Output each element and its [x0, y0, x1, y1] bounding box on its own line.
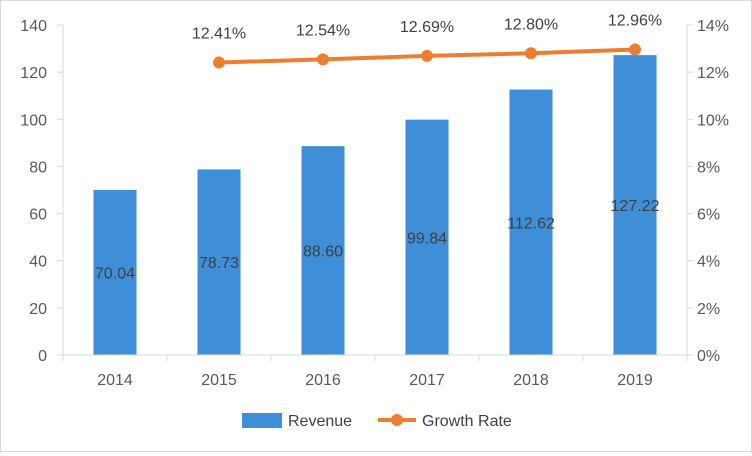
revenue-bar [93, 189, 137, 355]
legend-label-growth-rate: Growth Rate [422, 413, 512, 430]
x-tick-label: 2014 [97, 372, 133, 389]
y-left-tick-label: 60 [29, 207, 47, 224]
revenue-bar [197, 169, 241, 355]
growth-rate-data-label: 12.41% [192, 25, 246, 42]
revenue-bar [301, 146, 345, 355]
y-right-tick-label: 0% [697, 348, 720, 365]
revenue-labels: 70.04 78.73 88.60 99.84 112.62 127.22 [95, 198, 660, 282]
y-right-tick-label: 6% [697, 207, 720, 224]
growth-rate-data-label: 12.96% [608, 13, 662, 30]
x-tick-label: 2015 [201, 372, 237, 389]
y-right-axis: 0% 2% 4% 6% 8% 10% 12% 14% [687, 18, 729, 365]
x-tick-label: 2017 [409, 372, 445, 389]
y-right-tick-label: 12% [697, 65, 729, 82]
y-left-tick-label: 20 [29, 301, 47, 318]
growth-rate-marker [629, 43, 641, 56]
y-left-tick-label: 120 [20, 65, 47, 82]
y-left-tick-label: 80 [29, 159, 47, 176]
x-tick-label: 2016 [305, 372, 341, 389]
revenue-data-label: 70.04 [95, 265, 135, 282]
revenue-bar [613, 55, 657, 355]
growth-rate-marker [525, 47, 537, 60]
growth-rate-marker [421, 49, 433, 62]
revenue-data-label: 88.60 [303, 244, 343, 261]
legend: Revenue Growth Rate [242, 413, 512, 430]
revenue-bar [509, 89, 553, 355]
growth-rate-data-label: 12.80% [504, 16, 558, 33]
legend-swatch-revenue [242, 413, 282, 428]
revenue-bar [405, 119, 449, 355]
y-right-tick-label: 8% [697, 159, 720, 176]
growth-rate-labels: 12.41% 12.54% 12.69% 12.80% 12.96% [192, 13, 662, 43]
x-tick-label: 2019 [617, 372, 653, 389]
revenue-bars [93, 55, 657, 355]
legend-label-revenue: Revenue [288, 413, 352, 430]
x-tick-label: 2018 [513, 372, 549, 389]
y-right-tick-label: 10% [697, 112, 729, 129]
revenue-data-label: 78.73 [199, 255, 239, 272]
growth-rate-data-label: 12.69% [400, 19, 454, 36]
growth-rate-marker [213, 56, 225, 69]
y-right-tick-label: 4% [697, 254, 720, 271]
y-right-tick-label: 14% [697, 18, 729, 35]
growth-rate-marker [317, 53, 329, 66]
y-right-tick-label: 2% [697, 301, 720, 318]
y-left-axis: 0 20 40 60 80 100 120 140 [20, 18, 63, 365]
y-left-tick-label: 40 [29, 254, 47, 271]
y-left-tick-label: 0 [38, 348, 47, 365]
revenue-data-label: 127.22 [611, 198, 660, 215]
legend-swatch-growth-marker [391, 414, 403, 426]
x-axis: 2014 2015 2016 2017 2018 2019 [62, 355, 688, 389]
growth-rate-data-label: 12.54% [296, 22, 350, 39]
y-left-tick-label: 100 [20, 112, 47, 129]
revenue-data-label: 112.62 [507, 215, 555, 232]
y-left-tick-label: 140 [20, 18, 47, 35]
revenue-data-label: 99.84 [407, 230, 447, 247]
growth-rate-line [213, 43, 641, 69]
